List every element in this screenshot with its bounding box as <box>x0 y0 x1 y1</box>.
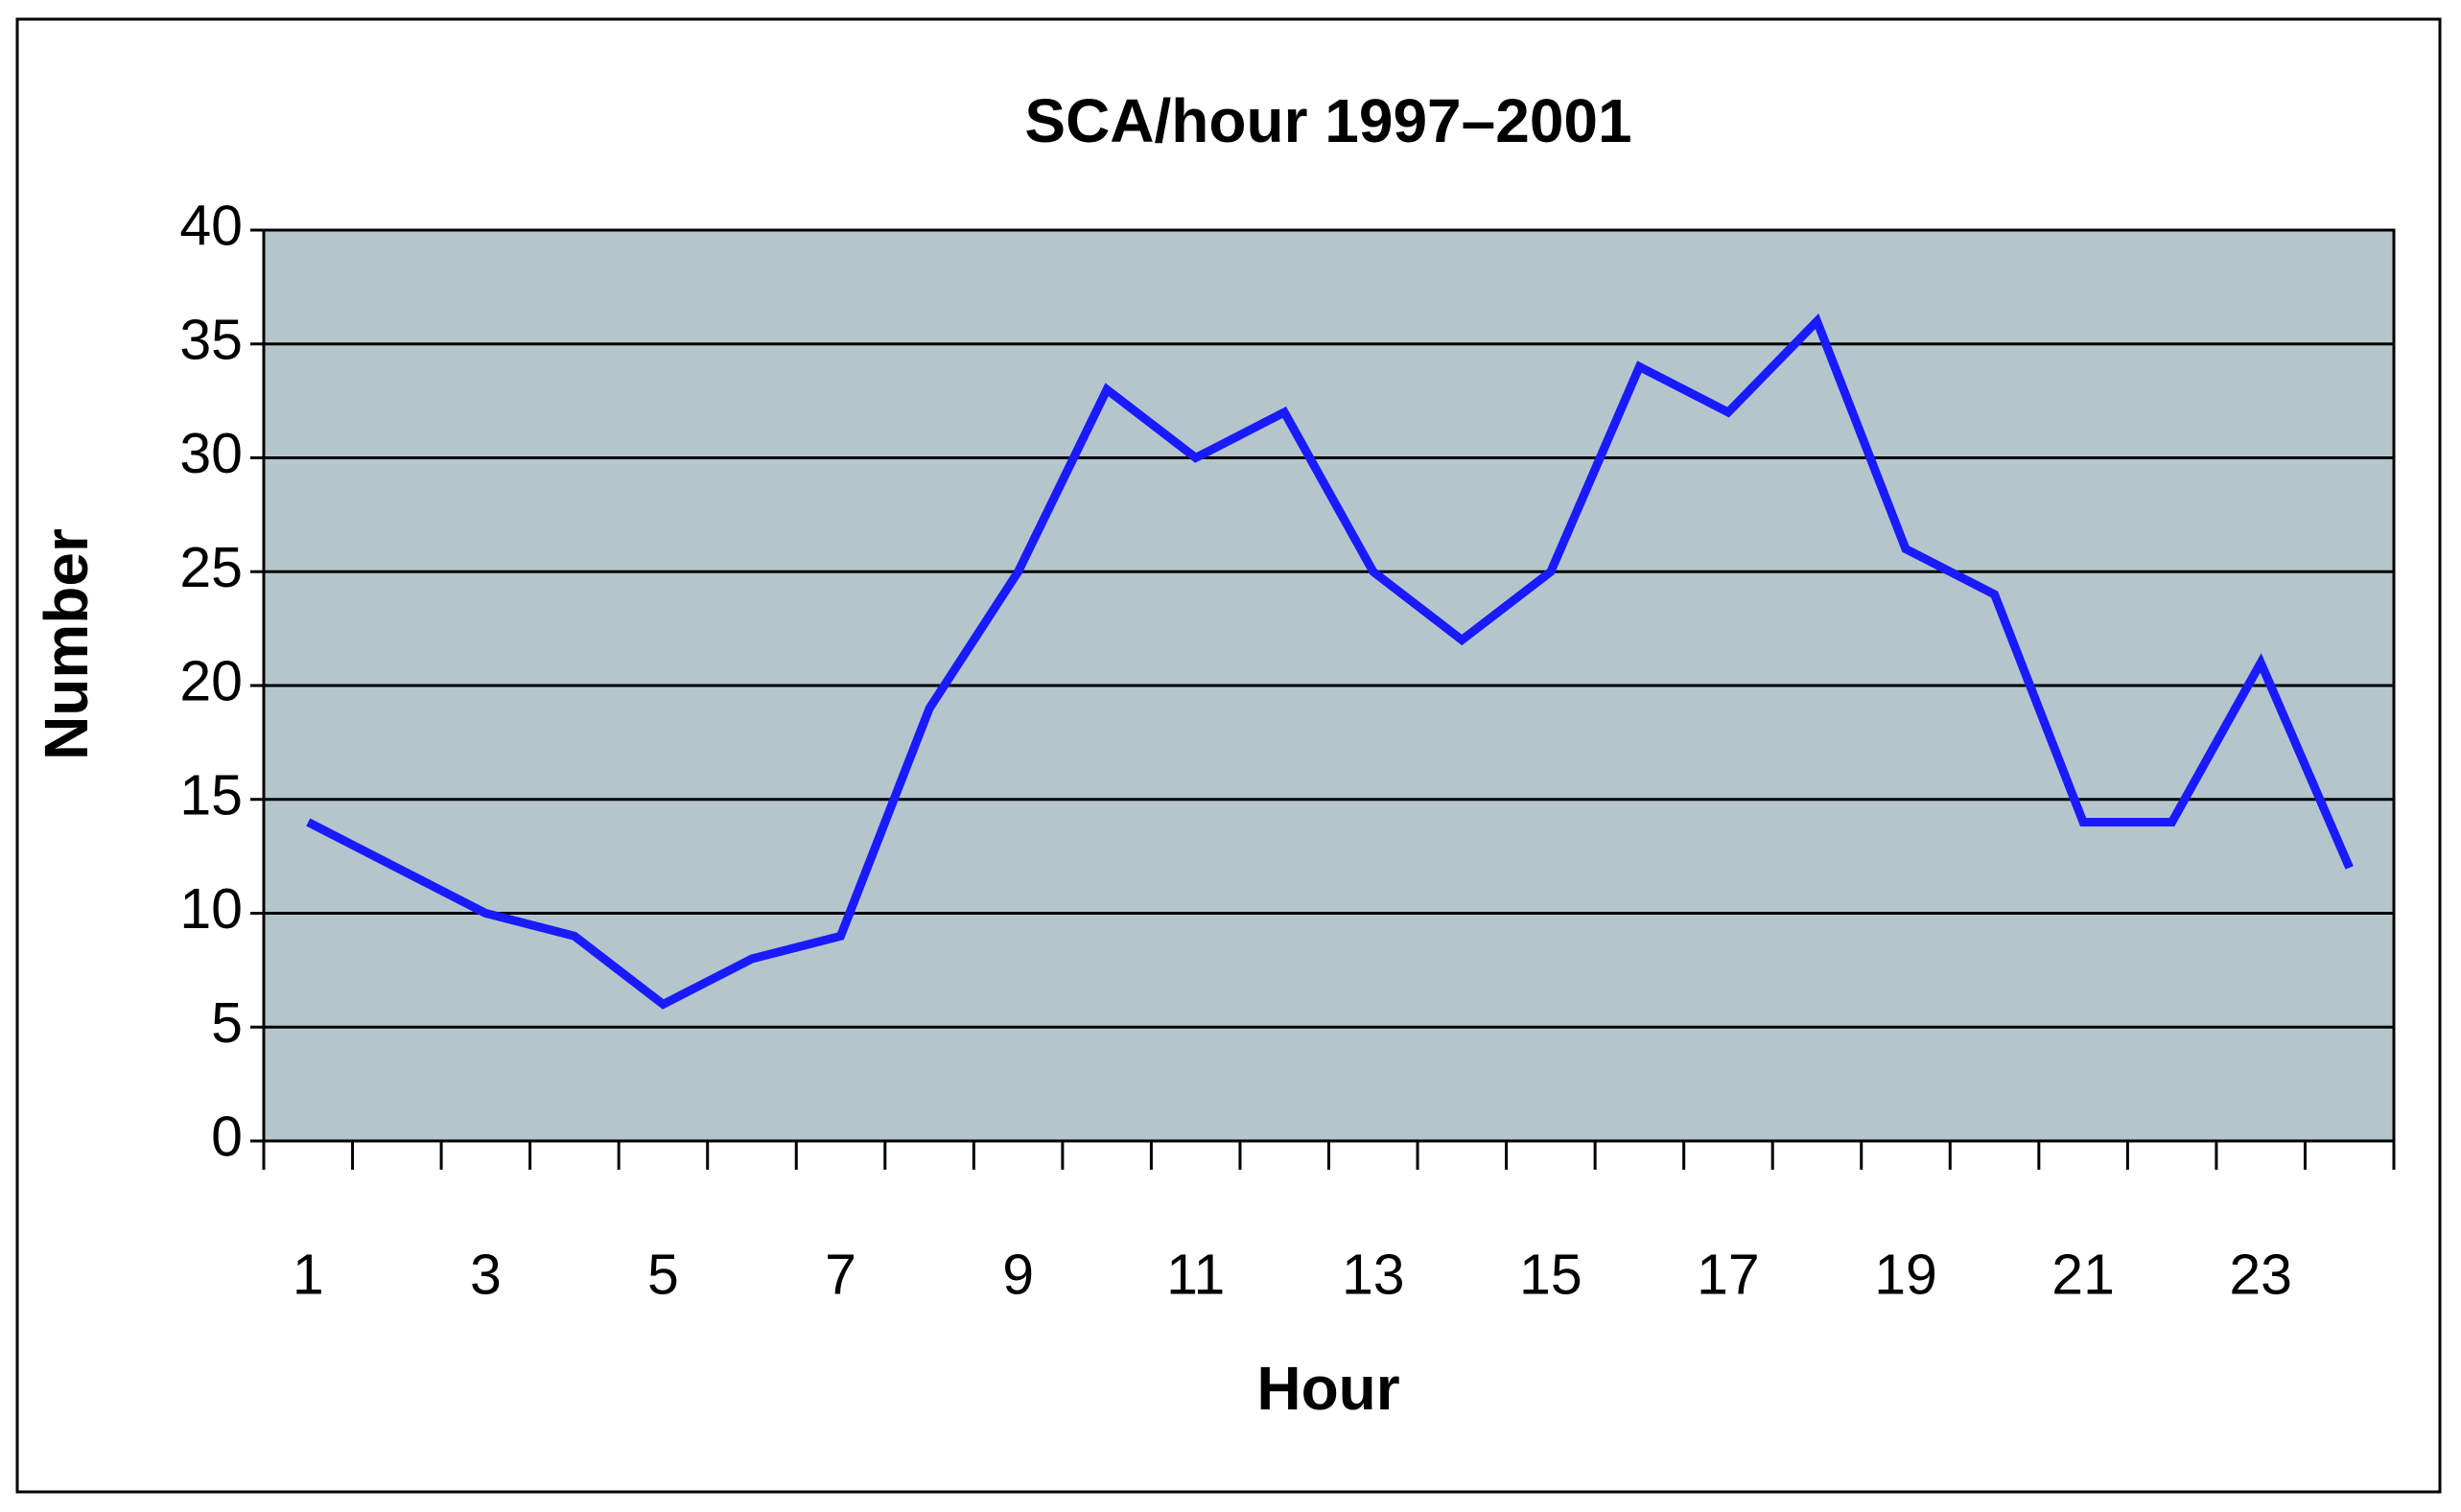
x-tick-label: 15 <box>1519 1244 1582 1307</box>
y-axis-title: Number <box>32 528 101 760</box>
y-tick-label: 20 <box>179 650 243 713</box>
x-tick-label: 19 <box>1874 1244 1937 1307</box>
y-tick-label: 0 <box>211 1105 243 1169</box>
x-tick-label: 5 <box>647 1244 679 1307</box>
y-tick-label: 40 <box>179 195 243 258</box>
chart-title: SCA/hour 1997–2001 <box>1024 86 1631 155</box>
x-tick-label: 11 <box>1166 1244 1225 1307</box>
y-tick-label: 5 <box>211 991 243 1055</box>
x-tick-label: 21 <box>2051 1244 2115 1307</box>
x-tick-label: 23 <box>2229 1244 2292 1307</box>
x-tick-label: 7 <box>825 1244 856 1307</box>
y-tick-label: 15 <box>179 763 243 826</box>
x-tick-label: 3 <box>470 1244 502 1307</box>
y-tick-label: 30 <box>179 422 243 485</box>
x-tick-label: 9 <box>1002 1244 1034 1307</box>
y-tick-label: 10 <box>179 877 243 941</box>
x-tick-label: 17 <box>1697 1244 1760 1307</box>
data-line <box>306 313 2354 1010</box>
x-tick-label: 13 <box>1342 1244 1405 1307</box>
y-tick-label: 35 <box>179 308 243 371</box>
x-tick-label: 1 <box>293 1244 324 1307</box>
x-axis-title: Hour <box>1256 1354 1399 1423</box>
y-tick-label: 25 <box>179 536 243 599</box>
